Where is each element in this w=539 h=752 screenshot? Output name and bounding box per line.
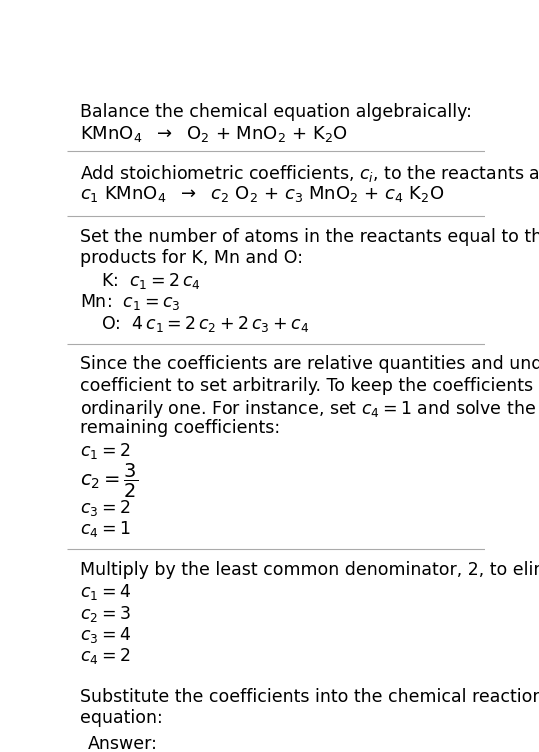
Text: Substitute the coefficients into the chemical reaction to obtain the balanced: Substitute the coefficients into the che… bbox=[80, 688, 539, 706]
Text: $c_4 = 2$: $c_4 = 2$ bbox=[80, 647, 130, 666]
Text: $c_1 = 4$: $c_1 = 4$ bbox=[80, 582, 131, 602]
Text: remaining coefficients:: remaining coefficients: bbox=[80, 420, 280, 438]
Text: $c_2 = 3$: $c_2 = 3$ bbox=[80, 604, 130, 623]
Text: O:  $4\,c_1 = 2\,c_2 + 2\,c_3 + c_4$: O: $4\,c_1 = 2\,c_2 + 2\,c_3 + c_4$ bbox=[101, 314, 309, 334]
Text: $c_1 = 2$: $c_1 = 2$ bbox=[80, 441, 130, 461]
Text: Since the coefficients are relative quantities and underdetermined, choose a: Since the coefficients are relative quan… bbox=[80, 355, 539, 373]
Text: K:  $c_1 = 2\,c_4$: K: $c_1 = 2\,c_4$ bbox=[101, 271, 201, 291]
Text: Add stoichiometric coefficients, $c_i$, to the reactants and products:: Add stoichiometric coefficients, $c_i$, … bbox=[80, 162, 539, 185]
Text: ordinarily one. For instance, set $c_4 = 1$ and solve the system of equations fo: ordinarily one. For instance, set $c_4 =… bbox=[80, 398, 539, 420]
Text: $c_3 = 2$: $c_3 = 2$ bbox=[80, 498, 130, 517]
Text: $c_1$ KMnO$_4$  $\rightarrow$  $c_2$ O$_2$ + $c_3$ MnO$_2$ + $c_4$ K$_2$O: $c_1$ KMnO$_4$ $\rightarrow$ $c_2$ O$_2$… bbox=[80, 184, 444, 205]
FancyBboxPatch shape bbox=[72, 728, 313, 752]
Text: $c_4 = 1$: $c_4 = 1$ bbox=[80, 519, 130, 539]
Text: KMnO$_4$  $\rightarrow$  O$_2$ + MnO$_2$ + K$_2$O: KMnO$_4$ $\rightarrow$ O$_2$ + MnO$_2$ +… bbox=[80, 124, 348, 144]
Text: Balance the chemical equation algebraically:: Balance the chemical equation algebraica… bbox=[80, 103, 472, 121]
Text: Multiply by the least common denominator, 2, to eliminate fractional coefficient: Multiply by the least common denominator… bbox=[80, 561, 539, 578]
Text: products for K, Mn and O:: products for K, Mn and O: bbox=[80, 250, 303, 267]
Text: coefficient to set arbitrarily. To keep the coefficients small, the arbitrary va: coefficient to set arbitrarily. To keep … bbox=[80, 377, 539, 395]
Text: Set the number of atoms in the reactants equal to the number of atoms in the: Set the number of atoms in the reactants… bbox=[80, 228, 539, 246]
Text: equation:: equation: bbox=[80, 709, 163, 727]
Text: Mn:  $c_1 = c_3$: Mn: $c_1 = c_3$ bbox=[80, 293, 180, 312]
Text: Answer:: Answer: bbox=[88, 735, 158, 752]
Text: $c_3 = 4$: $c_3 = 4$ bbox=[80, 625, 131, 645]
Text: $c_2 = \dfrac{3}{2}$: $c_2 = \dfrac{3}{2}$ bbox=[80, 462, 138, 500]
